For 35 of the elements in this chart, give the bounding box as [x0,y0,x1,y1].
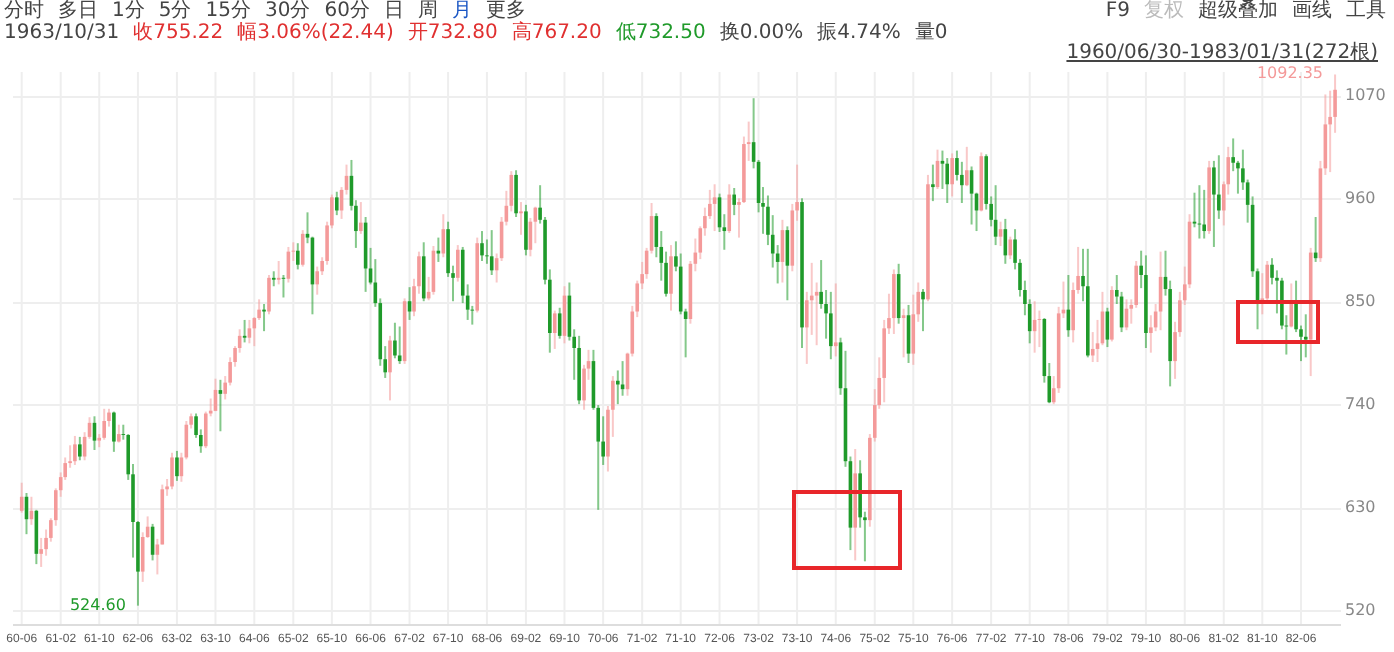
text: 15分 [205,0,251,22]
y-tick-label: 740 [1345,395,1376,414]
annotation: 1092.35 [1256,64,1324,83]
text: 画线 [1292,0,1332,22]
text: 30分 [264,0,311,22]
text: 分时 [4,0,44,22]
text: 量0 [914,22,948,44]
y-tick-label: 850 [1345,292,1376,311]
candlestick [121,423,126,441]
text: 日 [383,0,404,22]
text: 周 [417,0,438,22]
text: 幅3.06%(22.44) [237,22,394,44]
text: 开732.80 [407,22,498,44]
text: 振4.74% [817,22,901,44]
text: 换0.00% [719,22,804,44]
y-tick-label: 1070 [1345,86,1386,105]
y-tick-label: 960 [1345,189,1376,208]
text: 1960/06/30-1983/01/31(272根) [1066,42,1378,64]
text: 更多 [485,0,526,22]
text: F9 [1105,0,1130,22]
y-tick-label: 520 [1345,600,1376,619]
text: 收755.22 [133,22,224,44]
annotation: 524.60 [69,595,126,614]
text: 复权 [1144,0,1184,22]
text: 超级叠加 [1198,0,1278,22]
y-tick-label: 630 [1345,498,1376,517]
text: 5分 [158,0,192,22]
text: 1分 [112,0,145,22]
text: 低732.50 [615,22,706,44]
text: 高767.20 [511,22,602,44]
text: 月 [451,0,472,22]
text: 多日 [58,0,98,22]
text: 60分 [324,0,370,22]
text: 工具 [1346,0,1386,22]
text: 1963/10/31 [4,22,120,44]
